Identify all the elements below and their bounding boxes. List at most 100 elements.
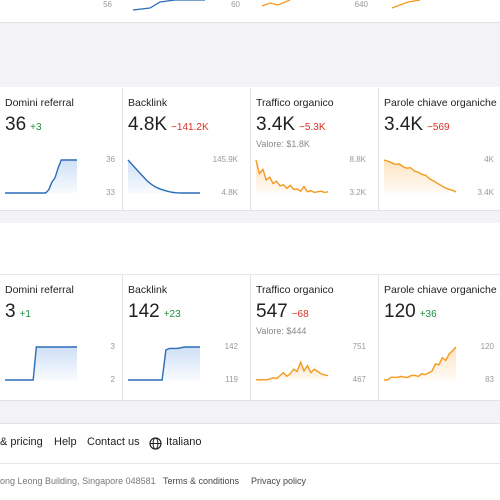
axis-label: 3.4K bbox=[478, 188, 495, 197]
gray-band bbox=[0, 400, 500, 424]
metric-subvalue: Valore: $1.8K bbox=[256, 139, 310, 149]
metric-delta: +23 bbox=[163, 309, 181, 320]
gray-band bbox=[0, 23, 500, 87]
sparkline-area bbox=[128, 347, 200, 380]
metric-value: 142 bbox=[128, 301, 160, 322]
card-value-row: 4.8K −141.2K bbox=[128, 114, 209, 136]
sparkline-chart: 33 36 bbox=[5, 155, 116, 197]
sparkline bbox=[255, 159, 329, 194]
metric-card: Parole chiave organiche 120 +36 83 120 bbox=[378, 275, 500, 400]
metric-card: Traffico organico 3.4K −5.3K Valore: $1.8K 3… bbox=[250, 88, 378, 210]
metric-value: 4.8K bbox=[128, 114, 168, 135]
axis-label: 2 bbox=[111, 375, 116, 384]
axis-label: 640 bbox=[355, 0, 369, 9]
top-sparks: 56 60 640 bbox=[103, 0, 421, 11]
sparkline bbox=[127, 159, 200, 194]
sparkline-area bbox=[256, 160, 328, 193]
metric-delta: −141.2K bbox=[171, 122, 209, 133]
card-title: Traffico organico bbox=[256, 97, 334, 109]
metric-delta: −5.3K bbox=[299, 122, 326, 133]
metric-value: 547 bbox=[256, 301, 288, 322]
metric-subvalue: Valore: $444 bbox=[256, 326, 307, 336]
metric-delta: +36 bbox=[419, 309, 437, 320]
language-link[interactable]: Italiano bbox=[166, 436, 202, 448]
axis-label: 3 bbox=[111, 342, 116, 351]
metric-value: 36 bbox=[5, 114, 27, 135]
axis-label: 8.8K bbox=[350, 155, 367, 164]
card-title: Traffico organico bbox=[256, 284, 334, 296]
sparkline-area bbox=[384, 160, 456, 193]
sparkline bbox=[255, 360, 329, 381]
axis-label: 145.9K bbox=[213, 155, 239, 164]
sparkline-chart: 3.4K 4K bbox=[383, 155, 495, 197]
metric-delta: −68 bbox=[291, 309, 309, 320]
card-title: Domini referral bbox=[5, 97, 74, 109]
metric-card: Traffico organico 547 −68 Valore: $444 467 75… bbox=[250, 275, 378, 400]
gray-band bbox=[0, 210, 500, 223]
axis-label: 142 bbox=[225, 342, 239, 351]
card-title: Domini referral bbox=[5, 284, 74, 296]
sparkline-chart: 23 bbox=[5, 342, 116, 384]
axis-label: 83 bbox=[485, 375, 494, 384]
sparkline bbox=[128, 346, 200, 381]
axis-label: 56 bbox=[103, 0, 112, 9]
axis-label: 33 bbox=[106, 188, 115, 197]
card-title: Backlink bbox=[128, 284, 168, 296]
card-value-row: 547 −68 bbox=[256, 301, 309, 323]
axis-label: 467 bbox=[353, 375, 367, 384]
metric-card: Domini referral 3 +1 2 3 bbox=[0, 275, 128, 400]
address: ong Leong Building, Singapore 048581 bbox=[0, 476, 156, 486]
axis-label: 751 bbox=[353, 342, 367, 351]
metric-card: Backlink 4.8K −141.2K 4.8K 145.9K bbox=[122, 88, 250, 210]
axis-label: 3.2K bbox=[350, 188, 367, 197]
legal-link[interactable]: Terms & conditions bbox=[163, 476, 240, 486]
metric-value: 3.4K bbox=[256, 114, 296, 135]
metric-card: Parole chiave organiche 3.4K −569 3.4K 4K bbox=[378, 88, 500, 210]
sparkline-area bbox=[128, 160, 200, 193]
axis-label: 120 bbox=[481, 342, 495, 351]
sparkline bbox=[5, 159, 77, 194]
metric-value: 3.4K bbox=[384, 114, 424, 135]
globe-icon bbox=[149, 437, 162, 450]
sparkline-area bbox=[384, 347, 456, 380]
card-value-row: 120 +36 bbox=[384, 301, 437, 323]
metric-delta: +1 bbox=[19, 309, 31, 320]
card-value-row: 3 +1 bbox=[5, 301, 31, 323]
metric-card: Backlink 142 +23 119 142 bbox=[122, 275, 250, 400]
sparkline-chart: 467 751 bbox=[255, 342, 367, 384]
sparkline bbox=[5, 346, 77, 381]
top-strip: 56 60 640 bbox=[0, 0, 500, 23]
axis-label: 36 bbox=[106, 155, 115, 164]
sparkline-chart: 4.8K 145.9K bbox=[127, 155, 239, 197]
metric-value: 3 bbox=[5, 301, 16, 322]
axis-label: 4.8K bbox=[222, 188, 239, 197]
divider bbox=[0, 463, 500, 464]
card-value-row: 3.4K −5.3K bbox=[256, 114, 326, 136]
metric-card: Domini referral 36 +3 33 36 bbox=[0, 88, 128, 210]
axis-label: 60 bbox=[231, 0, 240, 9]
legal-link[interactable]: Privacy policy bbox=[251, 476, 307, 486]
sparkline-area bbox=[5, 160, 77, 193]
sparkline-chart: 3.2K 8.8K bbox=[255, 155, 367, 197]
divider bbox=[0, 274, 500, 275]
card-value-row: 142 +23 bbox=[128, 301, 181, 323]
footer-link[interactable]: & pricing bbox=[0, 436, 43, 448]
axis-label: 119 bbox=[225, 375, 238, 384]
sparkline-area bbox=[5, 347, 77, 380]
sparkline bbox=[384, 346, 457, 381]
sparkline-area bbox=[256, 362, 328, 380]
card-title: Parole chiave organiche bbox=[384, 97, 497, 109]
axis-label: 4K bbox=[484, 155, 494, 164]
card-value-row: 36 +3 bbox=[5, 114, 42, 136]
metric-value: 120 bbox=[384, 301, 416, 322]
card-title: Parole chiave organiche bbox=[384, 284, 497, 296]
card-title: Backlink bbox=[128, 97, 168, 109]
sparkline bbox=[383, 159, 457, 193]
metric-delta: −569 bbox=[427, 122, 450, 133]
sparkline-chart: 119 142 bbox=[128, 342, 239, 384]
metric-delta: +3 bbox=[30, 122, 42, 133]
sparkline-chart: 83 120 bbox=[384, 342, 495, 384]
footer-link[interactable]: Contact us bbox=[87, 436, 140, 448]
footer-link[interactable]: Help bbox=[54, 436, 77, 448]
